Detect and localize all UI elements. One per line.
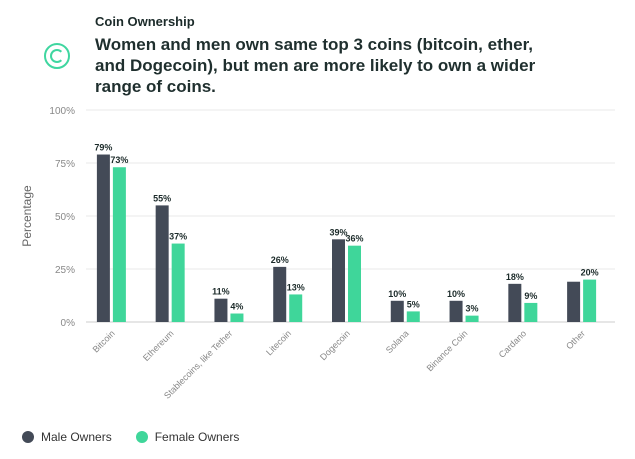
bar-male (273, 266, 287, 322)
legend-label-female: Female Owners (154, 430, 240, 444)
bar-female (230, 313, 244, 322)
data-label-male: 39% (329, 227, 347, 237)
data-label-female: 20% (581, 268, 599, 278)
section-eyebrow: Coin Ownership (95, 14, 195, 29)
x-tick-label: Ethereum (141, 328, 176, 363)
data-label-female: 3% (466, 304, 479, 314)
data-label-female: 4% (230, 302, 243, 312)
data-label-male: 55% (153, 193, 171, 203)
y-tick-label: 100% (49, 106, 75, 117)
bar-female (583, 279, 597, 322)
bar-male (449, 300, 463, 322)
chart-headline: Women and men own same top 3 coins (bitc… (95, 35, 536, 96)
data-label-female: 5% (407, 299, 420, 309)
x-tick-label: Binance Coin (425, 328, 470, 373)
bar-female (171, 243, 185, 322)
x-tick-label: Cardano (497, 328, 528, 359)
legend-swatch-female (135, 431, 148, 443)
x-tick-label: Stablecoins, like Tether (162, 328, 234, 400)
data-label-male: 79% (94, 143, 112, 153)
x-tick-label: Dogecoin (318, 328, 352, 362)
x-tick-label: Litecoin (264, 328, 293, 357)
bar-female (348, 245, 361, 322)
bar-female (524, 302, 538, 322)
y-tick-label: 25% (55, 265, 75, 276)
data-label-female: 37% (169, 232, 187, 242)
bar-male (155, 205, 169, 322)
legend-item-male: Male Owners (22, 430, 112, 444)
bar-male (96, 154, 110, 322)
data-label-male: 18% (506, 272, 524, 282)
legend-label-male: Male Owners (41, 430, 112, 444)
bar-male (214, 298, 228, 322)
data-label-female: 73% (110, 155, 128, 165)
y-tick-label: 0% (61, 318, 76, 329)
x-tick-label: Bitcoin (91, 328, 117, 354)
bar-male (332, 239, 345, 322)
coin-logo-icon (44, 43, 70, 69)
data-label-female: 9% (524, 291, 537, 301)
legend-swatch-male (22, 431, 34, 443)
data-label-male: 10% (447, 289, 465, 299)
bar-male (567, 281, 581, 322)
bar-female (406, 311, 420, 322)
y-tick-label: 50% (55, 212, 75, 223)
x-tick-label: Solana (384, 328, 411, 355)
bar-male (390, 300, 404, 322)
data-label-male: 10% (388, 289, 406, 299)
x-tick-label: Other (564, 328, 587, 351)
bar-female (465, 315, 479, 322)
y-axis-title: Percentage (20, 185, 34, 247)
legend: Male Owners Female Owners (22, 430, 239, 444)
data-label-female: 36% (345, 234, 363, 244)
y-tick-label: 75% (55, 159, 75, 170)
legend-item-female: Female Owners (135, 430, 240, 444)
data-label-male: 11% (212, 287, 230, 297)
bar-female (289, 294, 303, 322)
bar-male (508, 283, 522, 322)
data-label-male: 26% (271, 255, 289, 265)
bar-chart: 0% 25% 50% 75% 100% Percentage 79% 73% Bitcoin 55… (20, 106, 615, 401)
data-label-female: 13% (287, 282, 305, 292)
bar-female (112, 167, 126, 322)
